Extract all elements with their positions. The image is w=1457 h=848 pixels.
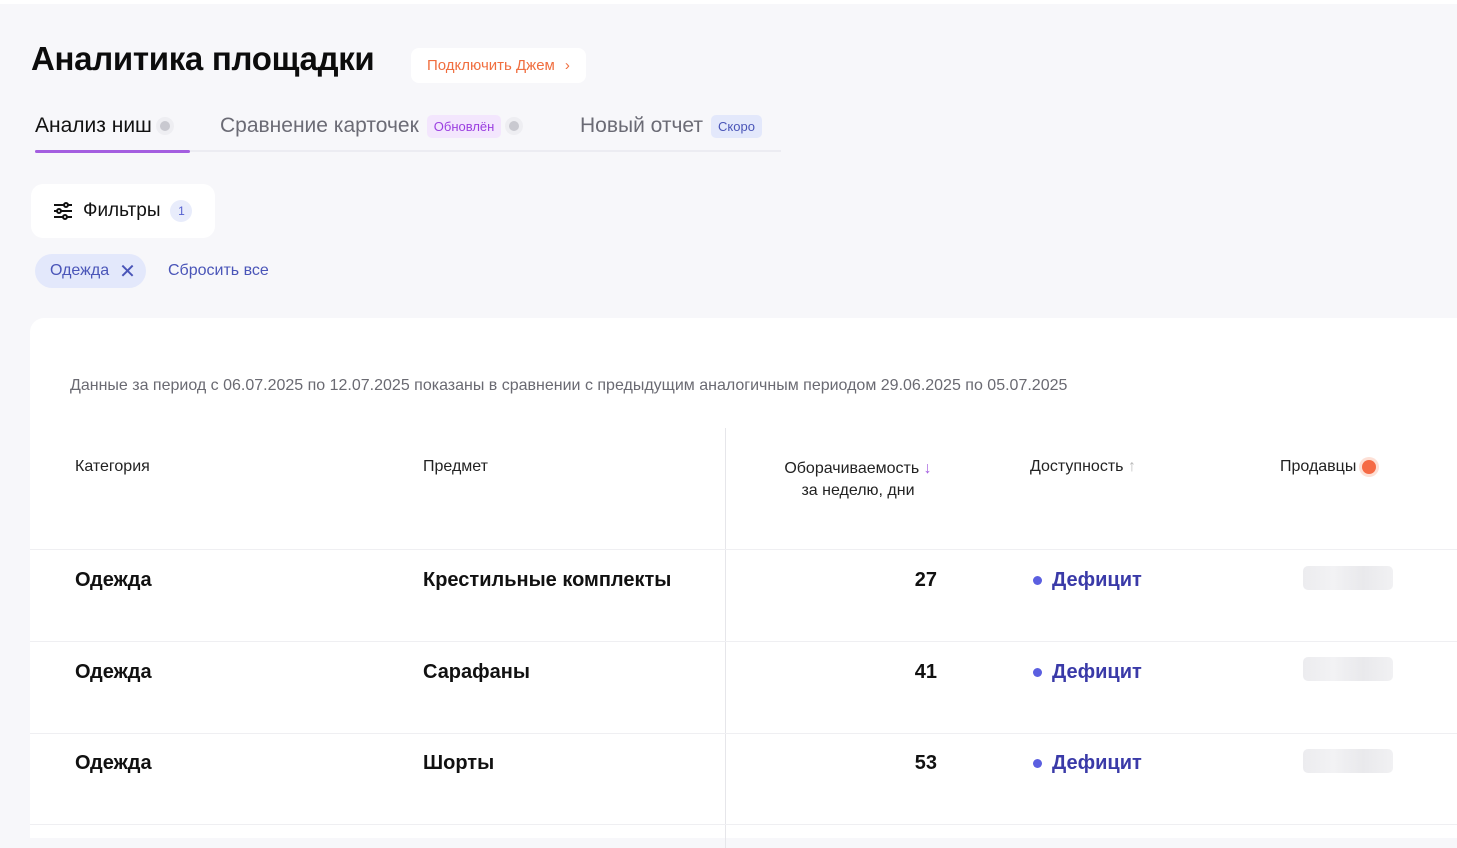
- filters-count-badge: 1: [170, 200, 193, 222]
- column-header-availability[interactable]: Доступность ↑: [1030, 458, 1136, 476]
- chip-label: Одежда: [50, 262, 110, 279]
- tab-label: Сравнение карточек: [220, 114, 419, 137]
- availability-text: Дефицит: [1052, 661, 1142, 683]
- cell-category: Одежда: [75, 569, 152, 591]
- column-header-subject[interactable]: Предмет: [423, 458, 488, 475]
- results-table: Данные за период с 06.07.2025 по 12.07.2…: [30, 318, 1457, 848]
- header-text: Доступность: [1030, 458, 1124, 475]
- tab-label: Анализ ниш: [35, 114, 152, 137]
- close-icon[interactable]: ✕: [119, 260, 136, 283]
- sort-down-icon: ↓: [923, 460, 932, 477]
- row-divider: [30, 824, 1457, 825]
- soon-badge: Скоро: [711, 114, 762, 138]
- cell-availability: Дефицит: [1033, 569, 1142, 592]
- availability-text: Дефицит: [1052, 569, 1142, 591]
- tab-card-comparison[interactable]: Сравнение карточек Обновлён: [220, 110, 520, 142]
- header-text: Оборачиваемость: [784, 460, 920, 477]
- cell-subject: Крестильные комплекты: [423, 569, 672, 591]
- column-header-sellers[interactable]: Продавцы: [1280, 458, 1377, 476]
- status-dot-icon: [1033, 668, 1042, 677]
- tabs: Анализ ниш Сравнение карточек Обновлён Но…: [35, 110, 781, 153]
- cell-turnover: 41: [914, 661, 937, 683]
- cell-availability: Дефицит: [1033, 752, 1142, 775]
- tab-new-report[interactable]: Новый отчет Скоро: [580, 110, 762, 142]
- active-tab-indicator: [35, 150, 190, 153]
- column-header-category[interactable]: Категория: [75, 458, 150, 475]
- chevron-right-icon: ›: [564, 57, 570, 74]
- cell-turnover: 53: [914, 752, 937, 774]
- filter-chip[interactable]: Одежда ✕: [35, 254, 146, 288]
- sellers-blurred-value: [1303, 566, 1393, 590]
- reset-all-link[interactable]: Сбросить все: [168, 262, 269, 279]
- tab-niche-analysis[interactable]: Анализ ниш: [35, 110, 170, 142]
- cell-subject: Сарафаны: [423, 661, 530, 683]
- header-text: Продавцы: [1280, 458, 1357, 475]
- availability-text: Дефицит: [1052, 752, 1142, 774]
- sliders-icon: [54, 202, 72, 220]
- connect-label: Подключить Джем: [427, 57, 555, 74]
- header-text: за неделю, дни: [801, 482, 915, 499]
- row-divider: [30, 641, 1457, 642]
- connect-jem-button[interactable]: Подключить Джем ›: [411, 48, 586, 83]
- cell-category: Одежда: [75, 752, 152, 774]
- alert-dot-icon: [1362, 460, 1377, 474]
- cell-category: Одежда: [75, 661, 152, 683]
- status-dot-icon: [509, 121, 520, 131]
- row-divider: [30, 733, 1457, 734]
- status-dot-icon: [1033, 576, 1042, 585]
- sellers-blurred-value: [1303, 749, 1393, 773]
- filters-label: Фильтры: [83, 200, 161, 221]
- sort-up-icon: ↑: [1127, 458, 1136, 475]
- column-divider: [725, 428, 726, 848]
- sellers-blurred-value: [1303, 657, 1393, 681]
- cell-subject: Шорты: [423, 752, 495, 774]
- row-divider: [30, 549, 1457, 550]
- page-title: Аналитика площадки: [31, 40, 375, 77]
- filters-button[interactable]: Фильтры 1: [31, 184, 215, 238]
- tab-label: Новый отчет: [580, 114, 704, 137]
- cell-availability: Дефицит: [1033, 661, 1142, 684]
- updated-badge: Обновлён: [426, 114, 502, 138]
- column-header-turnover[interactable]: Оборачиваемость ↓ за неделю, дни: [768, 458, 948, 502]
- cell-turnover: 27: [914, 569, 937, 591]
- status-dot-icon: [1033, 759, 1042, 768]
- status-dot-icon: [159, 121, 170, 131]
- period-note: Данные за период с 06.07.2025 по 12.07.2…: [70, 377, 1068, 394]
